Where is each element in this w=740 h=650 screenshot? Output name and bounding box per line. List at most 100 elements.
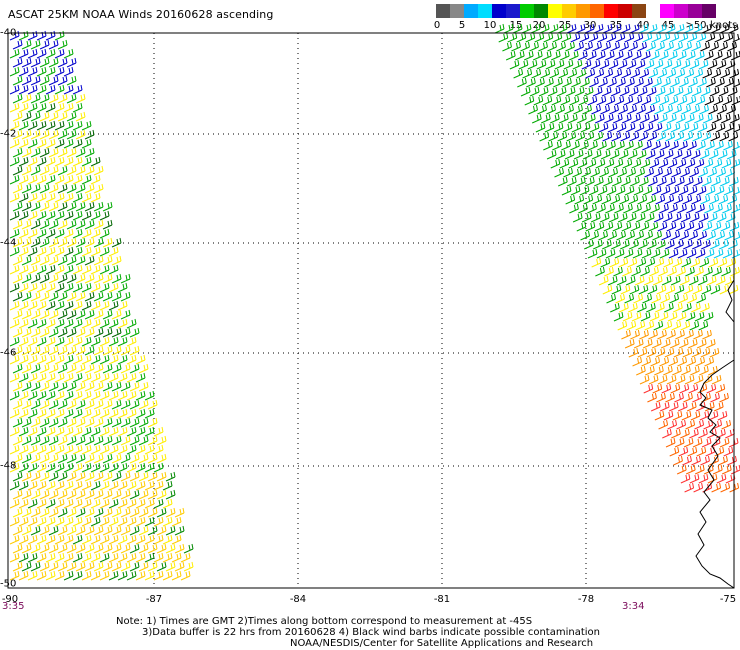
- wind-barb: [621, 221, 632, 232]
- wind-barb: [719, 239, 729, 250]
- wind-barb: [39, 345, 50, 356]
- wind-barb: [102, 453, 113, 464]
- wind-barb: [730, 464, 740, 475]
- wind-barb: [708, 257, 719, 268]
- wind-barb: [90, 534, 101, 545]
- wind-barb: [616, 230, 626, 241]
- wind-barb: [679, 77, 689, 88]
- wind-barb: [672, 365, 682, 376]
- wind-barb: [713, 95, 724, 106]
- wind-barb: [587, 203, 597, 214]
- wind-barb: [120, 273, 131, 284]
- wind-barb: [111, 489, 122, 500]
- wind-barb: [525, 32, 536, 43]
- wind-barb: [697, 77, 707, 88]
- lon-label: -87: [145, 594, 163, 605]
- wind-barb: [651, 293, 662, 304]
- wind-barb: [120, 363, 131, 374]
- wind-barb: [687, 185, 698, 196]
- wind-barb: [102, 345, 113, 356]
- wind-barb: [684, 329, 694, 340]
- wind-barb: [556, 41, 566, 52]
- wind-barb: [21, 75, 32, 86]
- wind-barb: [548, 131, 559, 142]
- wind-barb: [626, 320, 637, 331]
- wind-barb: [27, 336, 38, 347]
- legend-tick: 0: [433, 20, 441, 31]
- wind-barb: [699, 257, 710, 268]
- wind-barb: [57, 507, 68, 518]
- wind-barb: [39, 309, 50, 320]
- wind-barb: [36, 534, 47, 545]
- wind-barb: [625, 122, 636, 133]
- wind-barb: [48, 291, 59, 302]
- wind-barb: [108, 570, 119, 581]
- wind-barb: [701, 23, 712, 34]
- wind-barb: [21, 39, 32, 50]
- wind-barb: [586, 158, 597, 169]
- wind-barb: [57, 417, 68, 428]
- wind-barb: [710, 176, 721, 187]
- wind-barb: [129, 543, 140, 554]
- wind-barb: [709, 41, 719, 52]
- footer-notes: Note: 1) Times are GMT 2)Times along bot…: [116, 616, 600, 649]
- wind-barb: [18, 48, 29, 59]
- wind-barb: [685, 419, 696, 430]
- wind-barb: [621, 329, 631, 340]
- wind-barb: [9, 372, 20, 383]
- wind-barb: [656, 176, 667, 187]
- wind-barb: [138, 435, 149, 446]
- wind-barb: [590, 212, 601, 223]
- wind-barb: [689, 320, 700, 331]
- wind-barb: [684, 113, 695, 124]
- wind-barb: [72, 336, 83, 347]
- wind-barb: [21, 219, 32, 230]
- wind-barb: [641, 356, 652, 367]
- wind-barb: [81, 480, 92, 491]
- wind-barb: [153, 552, 164, 563]
- wind-barb: [99, 570, 110, 581]
- wind-barb: [27, 408, 38, 419]
- wind-barb: [48, 399, 59, 410]
- wind-barb: [84, 507, 95, 518]
- wind-barb: [108, 462, 119, 473]
- wind-barb: [138, 399, 149, 410]
- wind-barb: [27, 138, 38, 149]
- wind-barb: [705, 185, 716, 196]
- wind-barb: [635, 212, 646, 223]
- wind-barb: [30, 93, 41, 104]
- wind-barb: [144, 480, 155, 491]
- wind-barb: [638, 176, 649, 187]
- wind-barb: [700, 347, 711, 358]
- wind-barb: [712, 158, 723, 169]
- wind-barb: [39, 471, 50, 482]
- wind-barb: [45, 120, 56, 131]
- wind-barb: [660, 293, 671, 304]
- wind-barb: [715, 230, 725, 241]
- wind-barb: [697, 122, 708, 133]
- wind-barb: [12, 507, 23, 518]
- wind-barb: [693, 68, 704, 79]
- wind-barb: [27, 84, 38, 95]
- wind-barb: [75, 399, 86, 410]
- wind-barb: [117, 498, 128, 509]
- wind-barb: [117, 282, 128, 293]
- wind-barb: [576, 68, 587, 79]
- wind-barb: [664, 302, 674, 313]
- wind-barb: [27, 462, 38, 473]
- wind-barb: [93, 543, 104, 554]
- wind-barb: [144, 552, 155, 563]
- wind-barb: [581, 59, 592, 70]
- wind-barb: [126, 390, 137, 401]
- wind-barb: [580, 77, 590, 88]
- wind-barb: [712, 50, 723, 61]
- wind-barb: [672, 104, 682, 115]
- wind-barb: [712, 266, 722, 277]
- wind-barb: [39, 75, 50, 86]
- wind-barb: [18, 174, 29, 185]
- wind-barb: [108, 354, 119, 365]
- wind-barb: [721, 464, 732, 475]
- wind-barb: [577, 158, 588, 169]
- wind-barb: [21, 543, 32, 554]
- wind-barb: [712, 464, 723, 475]
